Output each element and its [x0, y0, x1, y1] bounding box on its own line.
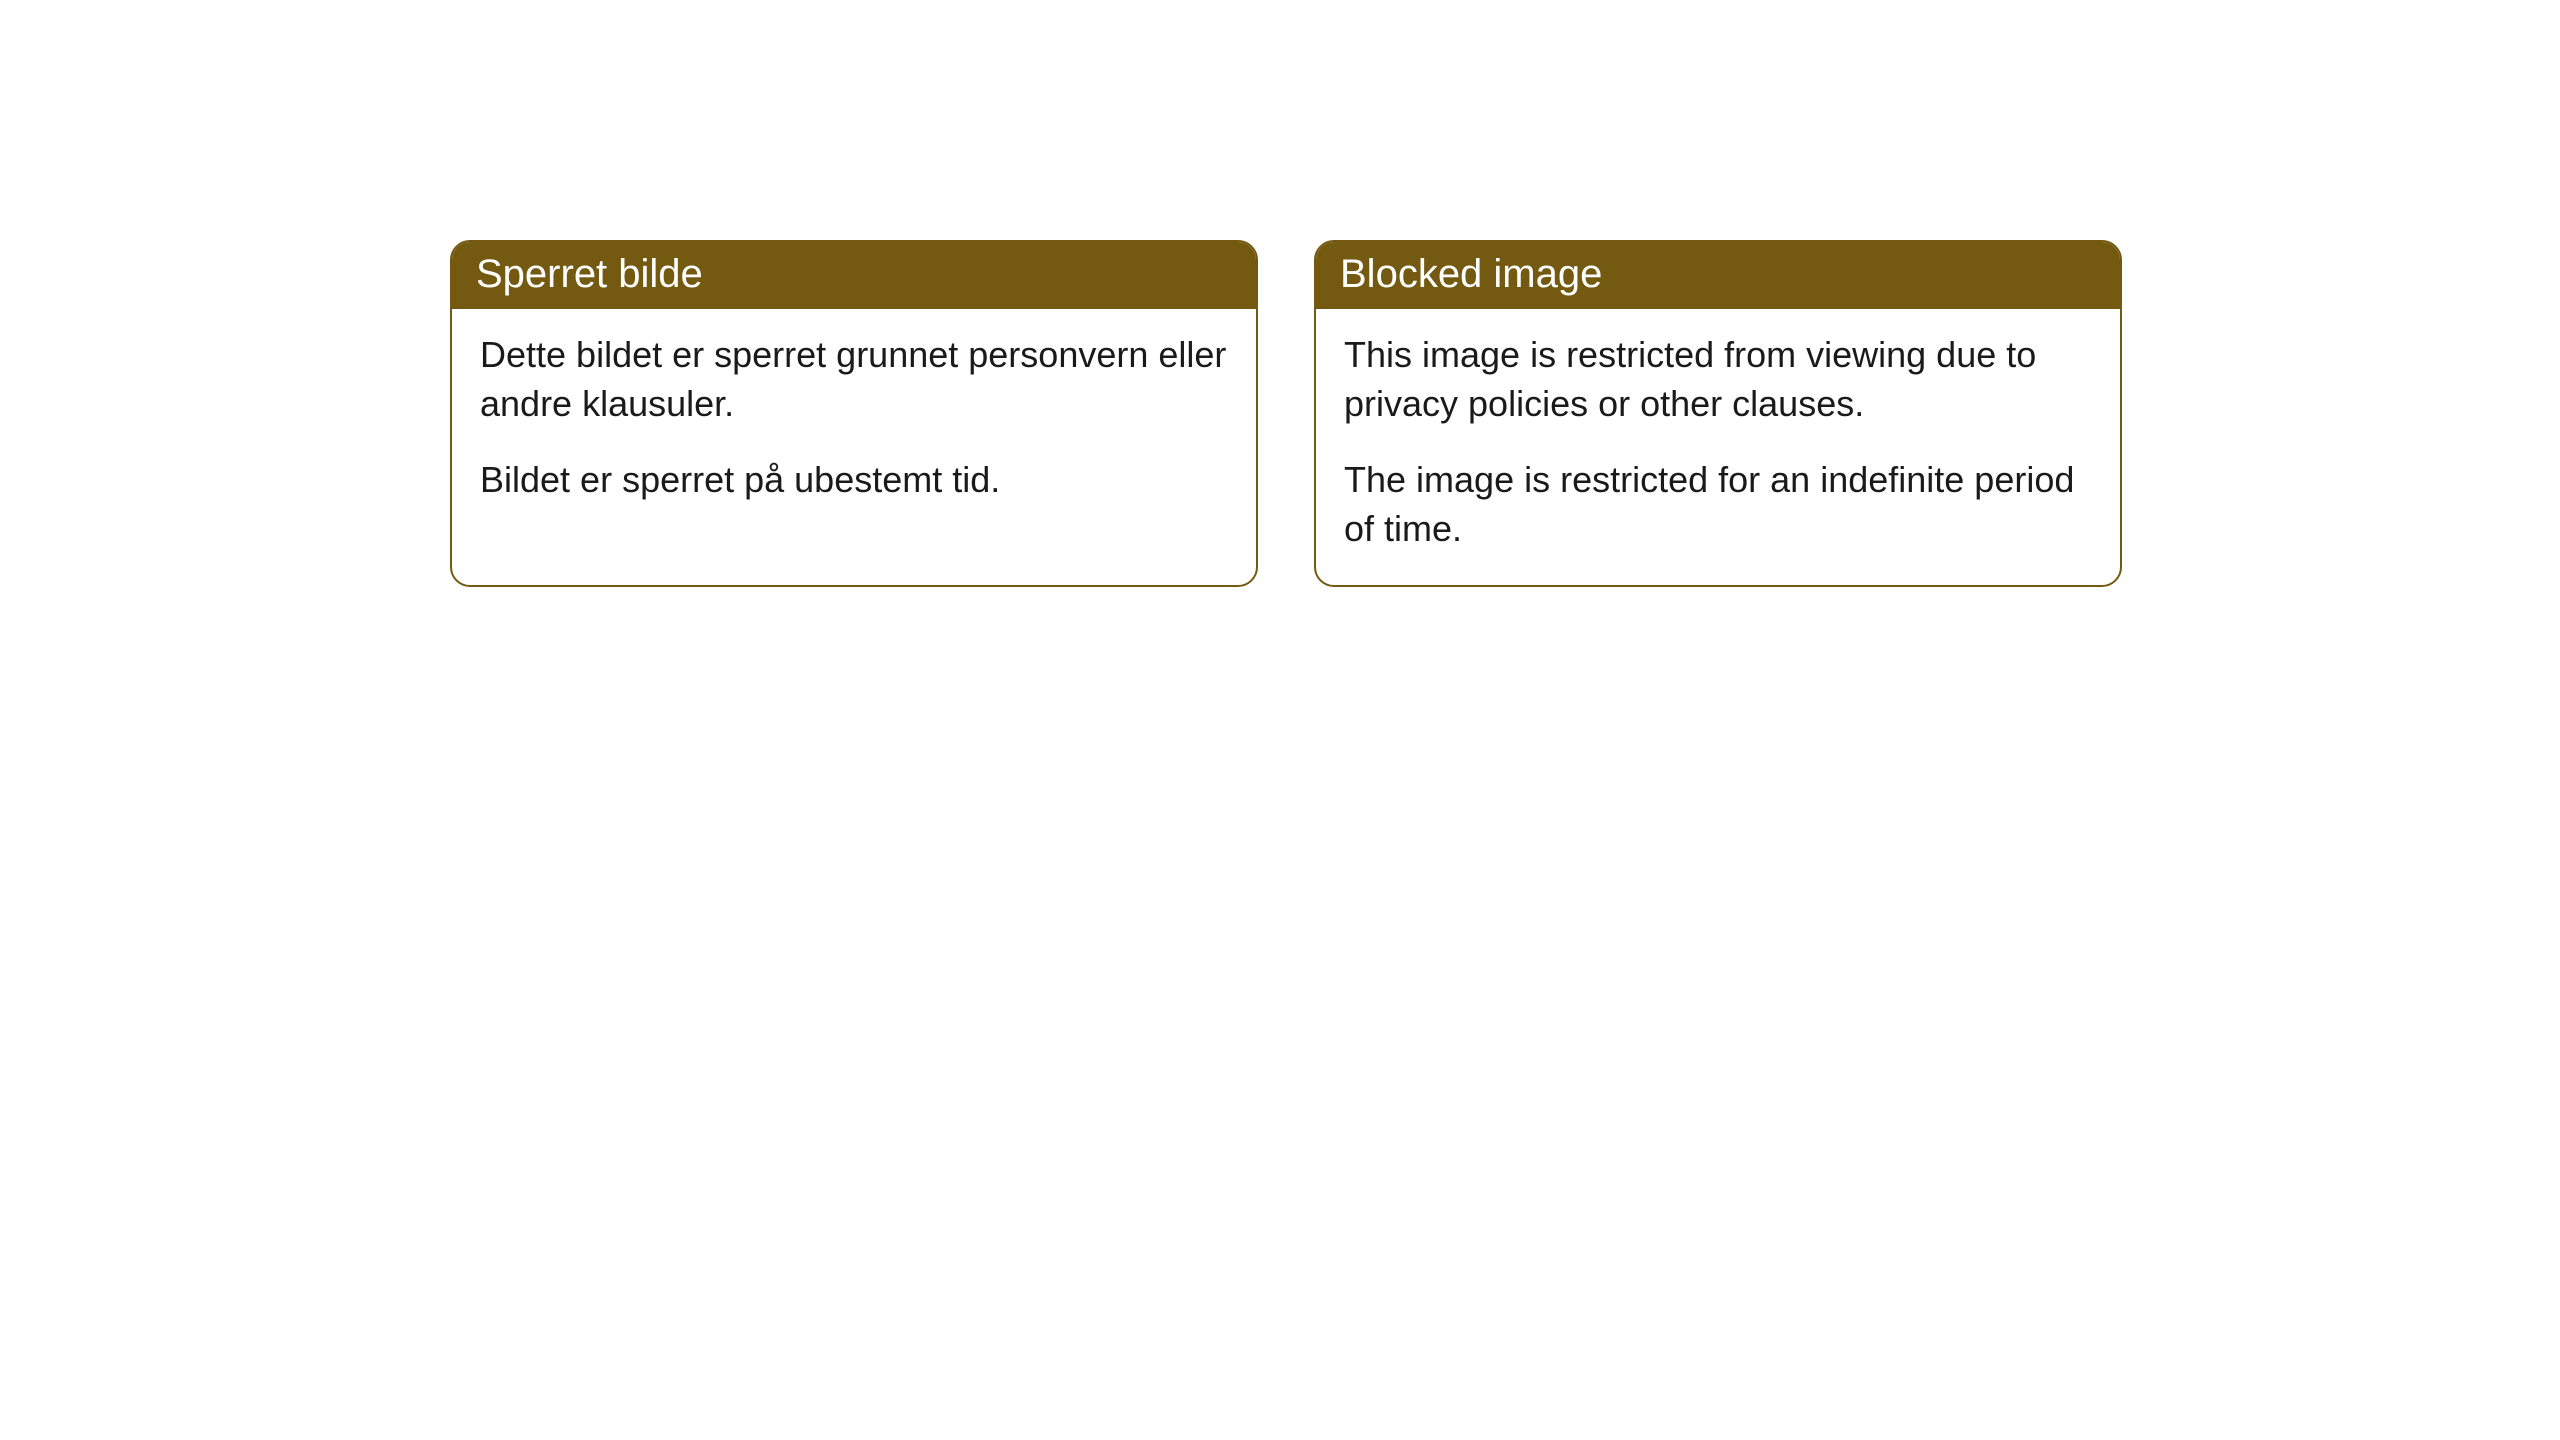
notice-header-english: Blocked image — [1316, 242, 2120, 309]
notice-card-norwegian: Sperret bilde Dette bildet er sperret gr… — [450, 240, 1258, 587]
notice-body-english: This image is restricted from viewing du… — [1316, 309, 2120, 585]
notice-paragraph-1: Dette bildet er sperret grunnet personve… — [480, 331, 1228, 428]
notice-container: Sperret bilde Dette bildet er sperret gr… — [0, 0, 2560, 587]
notice-paragraph-1: This image is restricted from viewing du… — [1344, 331, 2092, 428]
notice-card-english: Blocked image This image is restricted f… — [1314, 240, 2122, 587]
notice-paragraph-2: Bildet er sperret på ubestemt tid. — [480, 456, 1228, 505]
notice-header-norwegian: Sperret bilde — [452, 242, 1256, 309]
notice-paragraph-2: The image is restricted for an indefinit… — [1344, 456, 2092, 553]
notice-body-norwegian: Dette bildet er sperret grunnet personve… — [452, 309, 1256, 537]
